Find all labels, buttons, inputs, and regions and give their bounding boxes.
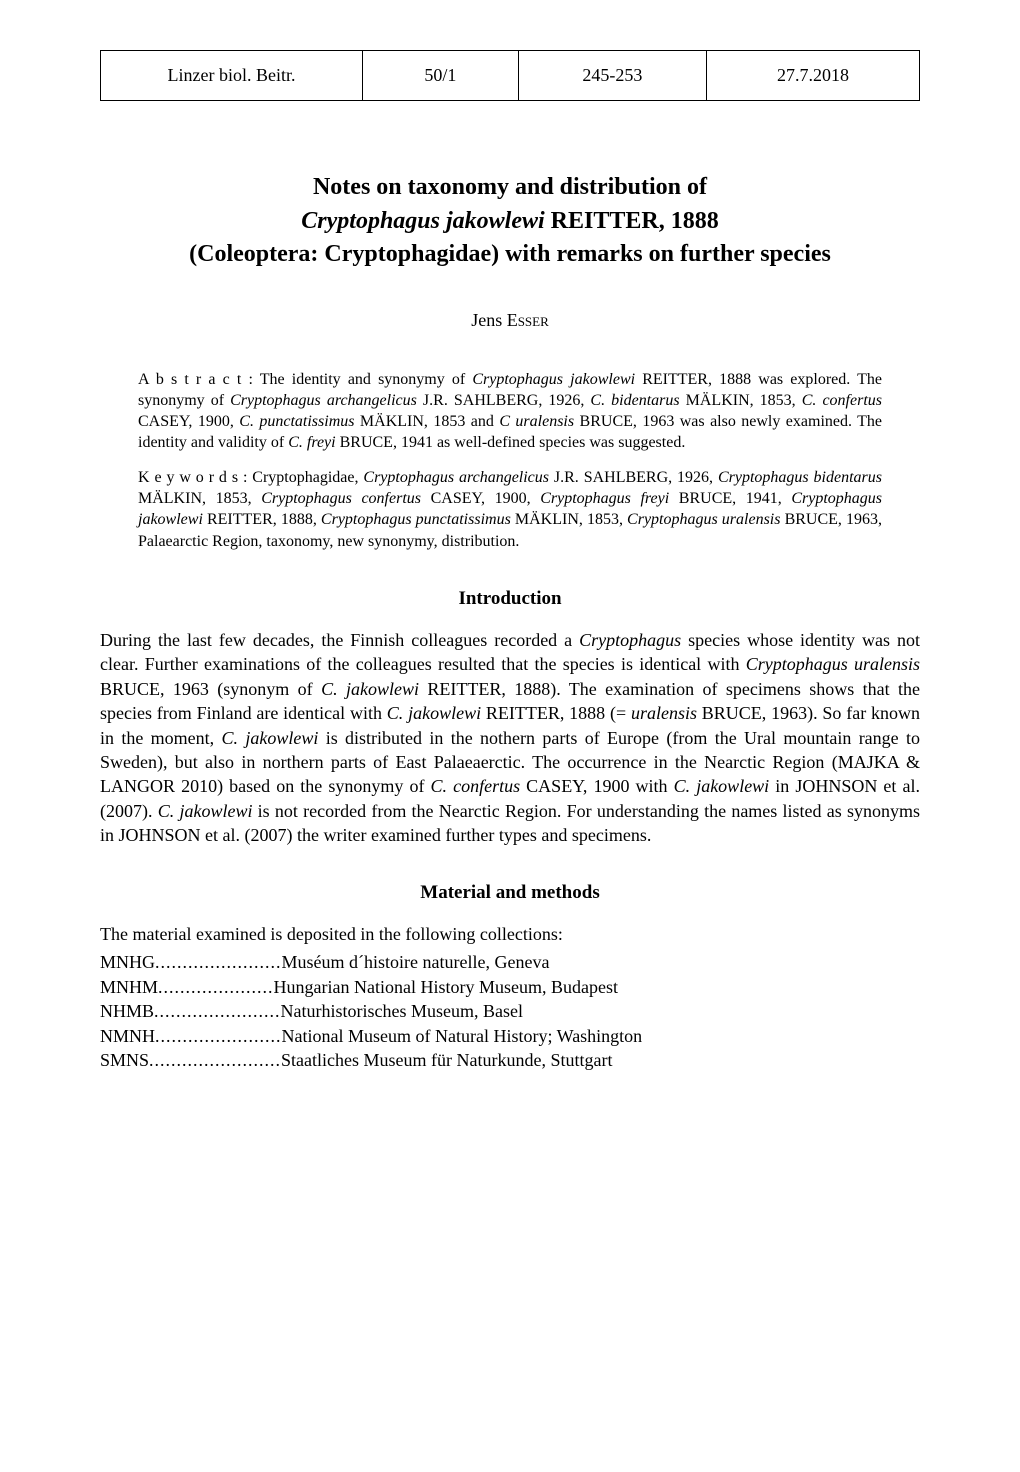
coll-dots: ..................... bbox=[158, 975, 274, 999]
coll-name: Muséum d´histoire naturelle, Geneva bbox=[282, 950, 550, 974]
coll-abbr: NHMB bbox=[100, 999, 154, 1023]
keywords-sp3: Cryptophagus confertus bbox=[261, 490, 421, 507]
coll-dots: ........................ bbox=[149, 1048, 281, 1072]
header-date: 27.7.2018 bbox=[707, 51, 920, 101]
coll-abbr: SMNS bbox=[100, 1048, 149, 1072]
abstract-text-f: MÄKLIN, 1853 and bbox=[355, 413, 500, 430]
collections-row: SMNS........................Staatliches … bbox=[100, 1048, 920, 1072]
title-line-1: Notes on taxonomy and distribution of bbox=[100, 171, 920, 205]
section-heading-introduction: Introduction bbox=[100, 588, 920, 610]
intro-sp3: C. jakowlewi bbox=[321, 679, 419, 699]
abstract-sp4: C. confertus bbox=[802, 392, 882, 409]
title-line-3: (Coleoptera: Cryptophagidae) with remark… bbox=[100, 238, 920, 272]
coll-dots: ....................... bbox=[154, 999, 281, 1023]
keywords-text-a: Cryptophagidae, bbox=[252, 469, 363, 486]
keywords-text-g: MÄKLIN, 1853, bbox=[511, 511, 627, 528]
coll-abbr: MNHM bbox=[100, 975, 158, 999]
intro-sp6: C. jakowlewi bbox=[222, 728, 319, 748]
header-volume: 50/1 bbox=[363, 51, 519, 101]
header-journal: Linzer biol. Beitr. bbox=[101, 51, 363, 101]
header-pages: 245-253 bbox=[518, 51, 706, 101]
intro-e: REITTER, 1888 (= bbox=[481, 703, 631, 723]
coll-name: Hungarian National History Museum, Budap… bbox=[274, 975, 618, 999]
keywords-text-f: REITTER, 1888, bbox=[203, 511, 321, 528]
header-row: Linzer biol. Beitr. 50/1 245-253 27.7.20… bbox=[101, 51, 920, 101]
keywords-sp6: Cryptophagus punctatissimus bbox=[321, 511, 511, 528]
abstract-text-a: The identity and synonymy of bbox=[260, 371, 473, 388]
coll-name: Naturhistorisches Museum, Basel bbox=[281, 999, 523, 1023]
coll-dots: ....................... bbox=[155, 950, 282, 974]
abstract-sp3: C. bidentarus bbox=[590, 392, 679, 409]
intro-c: BRUCE, 1963 (synonym of bbox=[100, 679, 321, 699]
keywords-sp1: Cryptophagus archangelicus bbox=[363, 469, 549, 486]
abstract-text-d: MÄLKIN, 1853, bbox=[680, 392, 802, 409]
keywords-text-d: CASEY, 1900, bbox=[421, 490, 540, 507]
keywords-sp4: Cryptophagus freyi bbox=[540, 490, 669, 507]
abstract-sp1: Cryptophagus jakowlewi bbox=[472, 371, 635, 388]
intro-sp9: C. jakowlewi bbox=[158, 801, 253, 821]
collections-list: MNHG.......................Muséum d´hist… bbox=[100, 950, 920, 1072]
intro-sp7: C. confertus bbox=[431, 776, 521, 796]
collections-row: NMNH.......................National Muse… bbox=[100, 1024, 920, 1048]
keywords-text-e: BRUCE, 1941, bbox=[669, 490, 791, 507]
coll-abbr: NMNH bbox=[100, 1024, 155, 1048]
collections-intro: The material examined is deposited in th… bbox=[100, 922, 920, 946]
collections-row: NHMB.......................Naturhistoris… bbox=[100, 999, 920, 1023]
intro-sp4: C. jakowlewi bbox=[387, 703, 481, 723]
abstract-text-h: BRUCE, 1941 as well-defined species was … bbox=[336, 434, 686, 451]
abstract-sp5: C. punctatissimus bbox=[239, 413, 354, 430]
keywords-sp7: Cryptophagus uralensis bbox=[627, 511, 780, 528]
coll-dots: ....................... bbox=[155, 1024, 282, 1048]
author-first: Jens bbox=[471, 310, 507, 330]
collections-row: MNHG.......................Muséum d´hist… bbox=[100, 950, 920, 974]
intro-sp1: Cryptophagus bbox=[579, 630, 681, 650]
keywords-text-b: J.R. SAHLBERG, 1926, bbox=[549, 469, 718, 486]
introduction-para: During the last few decades, the Finnish… bbox=[100, 628, 920, 848]
abstract: A b s t r a c t : The identity and synon… bbox=[138, 369, 882, 453]
author: Jens Esser bbox=[100, 310, 920, 331]
keywords: K e y w o r d s : Cryptophagidae, Crypto… bbox=[138, 467, 882, 551]
title-species-author: REITTER, 1888 bbox=[545, 208, 719, 234]
intro-sp2: Cryptophagus uralensis bbox=[746, 654, 920, 674]
intro-h: CASEY, 1900 with bbox=[520, 776, 674, 796]
collections-row: MNHM.....................Hungarian Natio… bbox=[100, 975, 920, 999]
title-line-2: Cryptophagus jakowlewi REITTER, 1888 bbox=[100, 205, 920, 239]
keywords-text-c: MÄLKIN, 1853, bbox=[138, 490, 261, 507]
abstract-text-c: J.R. SAHLBERG, 1926, bbox=[417, 392, 591, 409]
coll-name: National Museum of Natural History; Wash… bbox=[282, 1024, 643, 1048]
abstract-text-e: CASEY, 1900, bbox=[138, 413, 239, 430]
abstract-sp7: C. freyi bbox=[288, 434, 335, 451]
header-table: Linzer biol. Beitr. 50/1 245-253 27.7.20… bbox=[100, 50, 920, 101]
section-heading-material: Material and methods bbox=[100, 882, 920, 904]
keywords-label: K e y w o r d s : bbox=[138, 469, 252, 486]
intro-sp5: uralensis bbox=[631, 703, 697, 723]
intro-a: During the last few decades, the Finnish… bbox=[100, 630, 579, 650]
abstract-sp2: Cryptophagus archangelicus bbox=[230, 392, 417, 409]
author-surname: Esser bbox=[507, 310, 549, 330]
coll-abbr: MNHG bbox=[100, 950, 155, 974]
title-block: Notes on taxonomy and distribution of Cr… bbox=[100, 171, 920, 272]
keywords-sp2: Cryptophagus bidentarus bbox=[718, 469, 882, 486]
abstract-sp6: C uralensis bbox=[499, 413, 574, 430]
title-species: Cryptophagus jakowlewi bbox=[301, 208, 544, 234]
intro-sp8: C. jakowlewi bbox=[674, 776, 770, 796]
coll-name: Staatliches Museum für Naturkunde, Stutt… bbox=[281, 1048, 612, 1072]
abstract-label: A b s t r a c t : bbox=[138, 371, 260, 388]
